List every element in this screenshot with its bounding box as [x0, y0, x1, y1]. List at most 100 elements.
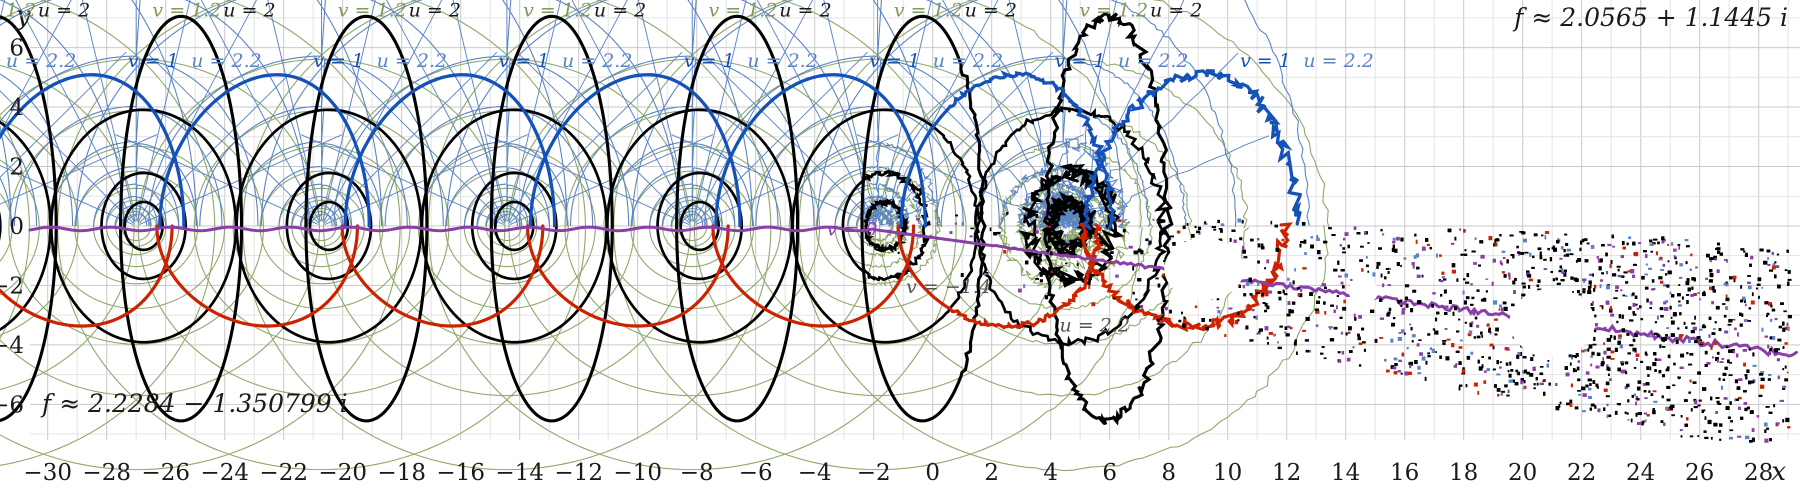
u-level-curve [0, 73, 74, 226]
fractal-speckle [1680, 415, 1683, 418]
label-v-1p2: v = 1.2 [338, 0, 407, 21]
fractal-speckle [1358, 364, 1362, 367]
fractal-speckle [1773, 404, 1776, 408]
x-tick-label: 14 [1331, 460, 1360, 486]
fractal-speckle [1400, 264, 1402, 268]
fractal-speckle [1730, 420, 1733, 423]
fractal-speckle [1662, 337, 1667, 341]
fractal-speckle [1607, 243, 1612, 247]
fractal-speckle [1224, 334, 1227, 337]
fractal-speckle [1648, 390, 1651, 393]
fractal-speckle [1300, 241, 1304, 244]
fractal-speckle [1035, 229, 1039, 234]
fractal-speckle [984, 273, 988, 275]
fractal-speckle [1704, 350, 1708, 355]
fractal-speckle [1635, 353, 1640, 357]
fractal-speckle [1393, 371, 1398, 375]
fractal-speckle [1678, 284, 1681, 286]
fractal-speckle [1707, 419, 1712, 425]
v-level-curve [39, 0, 216, 228]
fractal-speckle [1603, 388, 1608, 392]
fractal-speckle [1302, 329, 1307, 332]
fractal-speckle [1054, 247, 1059, 249]
fractal-speckle [1616, 265, 1621, 268]
fractal-speckle [1234, 320, 1239, 325]
x-tick-label: 0 [925, 460, 940, 486]
fractal-speckle [1708, 316, 1712, 320]
fractal-speckle [1581, 386, 1586, 391]
fractal-speckle [1721, 358, 1725, 360]
fractal-speckle [1156, 318, 1160, 322]
fractal-speckle [1501, 390, 1505, 393]
fractal-speckle [1563, 269, 1567, 272]
fractal-speckle [1267, 342, 1269, 345]
curve-v-equals-1 [0, 73, 186, 228]
fractal-speckle [1608, 414, 1612, 418]
fractal-speckle [1616, 320, 1619, 324]
fractal-speckle [1299, 243, 1302, 248]
fractal-speckle [1305, 349, 1310, 353]
v-level-curve [0, 227, 13, 263]
fractal-speckle [1701, 325, 1707, 329]
v-level-curve [564, 227, 821, 345]
fractal-speckle [1686, 278, 1690, 283]
fractal-speckle [1760, 377, 1765, 381]
fractal-speckle [1537, 247, 1542, 251]
fractal-speckle [1769, 269, 1774, 272]
fractal-speckle [1594, 329, 1597, 333]
fractal-speckle [1700, 341, 1705, 344]
fractal-speckle [1784, 342, 1788, 345]
fractal-speckle [1722, 303, 1726, 305]
fractal-speckle [1397, 336, 1402, 341]
fractal-speckle [1532, 255, 1535, 259]
fractal-speckle [1767, 374, 1772, 377]
fractal-speckle [1262, 302, 1266, 304]
fractal-speckle [1411, 340, 1414, 343]
fractal-speckle [1340, 269, 1345, 272]
fractal-speckle [1551, 247, 1555, 250]
fractal-speckle [1358, 315, 1363, 319]
fractal-speckle [1498, 308, 1501, 311]
fractal-speckle [1784, 378, 1789, 382]
fractal-speckle [1685, 326, 1688, 329]
fractal-speckle [1488, 327, 1491, 330]
fractal-speckle [1689, 353, 1694, 356]
fractal-speckle [1217, 309, 1221, 314]
fractal-speckle [1367, 242, 1370, 244]
v-level-curve [463, 227, 551, 268]
fractal-speckle [1733, 279, 1736, 283]
fractal-speckle [1767, 344, 1770, 349]
fractal-speckle [1690, 253, 1693, 257]
fractal-speckle [1764, 438, 1769, 443]
fractal-speckle [1629, 344, 1634, 347]
fractal-speckle [1352, 346, 1355, 349]
fractal-speckle [1470, 351, 1474, 355]
fractal-speckle [1574, 406, 1579, 410]
fractal-speckle [1714, 341, 1718, 345]
fractal-speckle [1692, 381, 1697, 384]
fractal-speckle [1242, 249, 1246, 254]
fractal-speckle [1057, 272, 1061, 275]
fractal-speckle [1632, 338, 1636, 342]
fractal-speckle [1157, 283, 1161, 288]
fractal-speckle [1644, 286, 1649, 290]
fractal-speckle [1336, 295, 1339, 298]
fractal-speckle [1530, 357, 1534, 362]
fractal-speckle [1693, 277, 1696, 282]
fractal-speckle [1444, 328, 1448, 330]
fractal-speckle [1593, 336, 1596, 341]
fractal-speckle [1679, 312, 1682, 316]
fractal-speckle [1344, 273, 1349, 278]
fractal-speckle [1539, 251, 1542, 256]
fractal-speckle [993, 232, 998, 236]
fractal-speckle [1331, 234, 1336, 237]
fractal-speckle [1648, 267, 1652, 270]
fractal-speckle [1646, 298, 1649, 303]
fractal-speckle [1654, 321, 1658, 324]
fractal-speckle [1283, 331, 1287, 334]
fractal-speckle [1570, 276, 1574, 280]
fractal-speckle [1275, 247, 1280, 252]
fractal-speckle [1649, 307, 1652, 310]
fractal-speckle [1526, 371, 1530, 375]
fractal-speckle [1729, 361, 1733, 364]
